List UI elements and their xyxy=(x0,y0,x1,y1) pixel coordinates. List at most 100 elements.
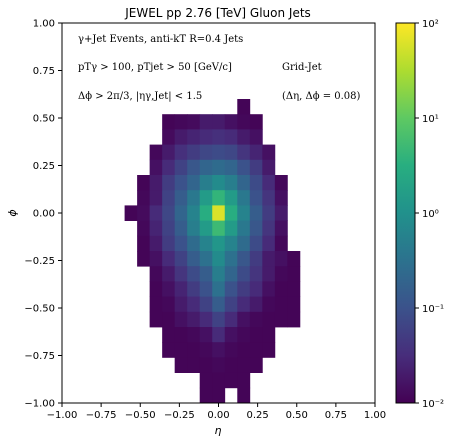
heatmap-cell xyxy=(162,220,176,237)
heatmap-cell xyxy=(237,296,251,313)
heatmap-cell xyxy=(212,266,226,282)
heatmap-cell xyxy=(162,327,176,343)
heatmap-cell xyxy=(174,129,188,145)
y-tick-label: 0.50 xyxy=(33,114,55,125)
heatmap-cell xyxy=(162,114,176,130)
x-tick-label: 0.75 xyxy=(325,410,347,421)
heatmap-cell xyxy=(187,129,201,145)
heatmap-cell xyxy=(274,235,288,252)
heatmap-cell xyxy=(212,342,226,358)
heatmap-cell xyxy=(262,144,276,161)
heatmap-cell xyxy=(212,205,226,221)
heatmap-cell xyxy=(212,251,226,267)
x-tick-label: 0.50 xyxy=(286,410,308,421)
heatmap-cell xyxy=(249,159,263,176)
heatmap-cell xyxy=(237,266,251,282)
y-tick-label: −0.75 xyxy=(24,351,55,362)
heatmap-cell xyxy=(137,190,151,206)
heatmap-cell xyxy=(149,175,163,191)
heatmap-cell xyxy=(162,159,176,176)
heatmap-cell xyxy=(274,251,288,267)
y-tick-label: 1.00 xyxy=(33,19,55,30)
heatmap-cell xyxy=(149,311,163,328)
heatmap-cell xyxy=(237,175,251,191)
heatmap-cell xyxy=(137,175,151,191)
heatmap-cell xyxy=(199,175,213,191)
heatmap-cell xyxy=(137,235,151,252)
heatmap-cell xyxy=(224,114,238,130)
heatmap-cell xyxy=(262,327,276,343)
heatmap-cell xyxy=(237,190,251,206)
heatmap-cell xyxy=(149,159,163,176)
x-tick-label: −0.50 xyxy=(125,410,156,421)
heatmap-cell xyxy=(249,281,263,297)
heatmap-cell xyxy=(224,281,238,297)
y-tick-label: 0.25 xyxy=(33,161,55,172)
heatmap-cell xyxy=(212,327,226,343)
heatmap-cell xyxy=(174,159,188,176)
heatmap-cell xyxy=(287,251,301,267)
heatmap-cell xyxy=(199,159,213,176)
heatmap-cell xyxy=(212,357,226,373)
y-axis-ticks: −1.00 −0.75 −0.50 −0.25 0.00 0.25 0.50 0.75 1.00 xyxy=(24,19,62,410)
heatmap-cell xyxy=(212,175,226,191)
heatmap-cell xyxy=(224,159,238,176)
heatmap-cell xyxy=(187,311,201,328)
heatmap-cell xyxy=(199,372,213,389)
heatmap-cell xyxy=(212,372,226,389)
heatmap-cell xyxy=(162,144,176,161)
heatmap-cell xyxy=(162,266,176,282)
heatmap-cell xyxy=(187,144,201,161)
heatmap-cell xyxy=(199,311,213,328)
annotation-events: γ+Jet Events, anti-kT R=0.4 Jets xyxy=(78,34,243,45)
heatmap-cell xyxy=(249,144,263,161)
heatmap-cell xyxy=(224,175,238,191)
x-tick-label: 0.00 xyxy=(207,410,229,421)
heatmap-cell xyxy=(212,281,226,297)
heatmap-cell xyxy=(199,235,213,252)
colorbar xyxy=(395,22,416,404)
heatmap-cell xyxy=(249,129,263,145)
heatmap-cell xyxy=(224,190,238,206)
heatmap-cell xyxy=(199,114,213,130)
heatmap-cell xyxy=(274,190,288,206)
heatmap-cell xyxy=(174,342,188,358)
heatmap-cell xyxy=(199,129,213,145)
heatmap-cell xyxy=(262,159,276,176)
heatmap-cell xyxy=(149,235,163,252)
heatmap-cell xyxy=(237,205,251,221)
heatmap-cell xyxy=(162,311,176,328)
heatmap-cell xyxy=(174,220,188,237)
heatmap-cell xyxy=(174,190,188,206)
heatmap-cell xyxy=(199,357,213,373)
heatmap-cell xyxy=(187,357,201,373)
heatmap-cell xyxy=(237,327,251,343)
heatmap-cell xyxy=(162,342,176,358)
heatmap-cell xyxy=(162,251,176,267)
heatmap-cell xyxy=(262,342,276,358)
x-tick-label: −0.25 xyxy=(164,410,195,421)
heatmap-cell xyxy=(199,281,213,297)
annotation-grid-size: (Δη, Δϕ = 0.08) xyxy=(282,91,361,102)
x-tick-label: −1.00 xyxy=(47,410,78,421)
heatmap-cell xyxy=(237,235,251,252)
heatmap-cell xyxy=(212,114,226,130)
heatmap-cell xyxy=(162,190,176,206)
heatmap-cell xyxy=(224,372,238,389)
heatmap-cell xyxy=(149,251,163,267)
heatmap-cell xyxy=(287,281,301,297)
heatmap-cell xyxy=(137,205,151,221)
heatmap-cell xyxy=(237,372,251,389)
heatmap-cell xyxy=(199,205,213,221)
heatmap-cell xyxy=(262,296,276,313)
heatmap-cell xyxy=(212,296,226,313)
heatmap-cell xyxy=(262,220,276,237)
heatmap-cell xyxy=(199,190,213,206)
heatmap-cell xyxy=(249,175,263,191)
heatmap-cell xyxy=(212,311,226,328)
heatmap-cell xyxy=(174,311,188,328)
heatmap-cell xyxy=(174,235,188,252)
heatmap-cell xyxy=(174,266,188,282)
heatmap-cell xyxy=(199,387,213,404)
annotation-dphi-cut: Δϕ > 2π/3, |ηγ,Jet| < 1.5 xyxy=(78,91,202,102)
